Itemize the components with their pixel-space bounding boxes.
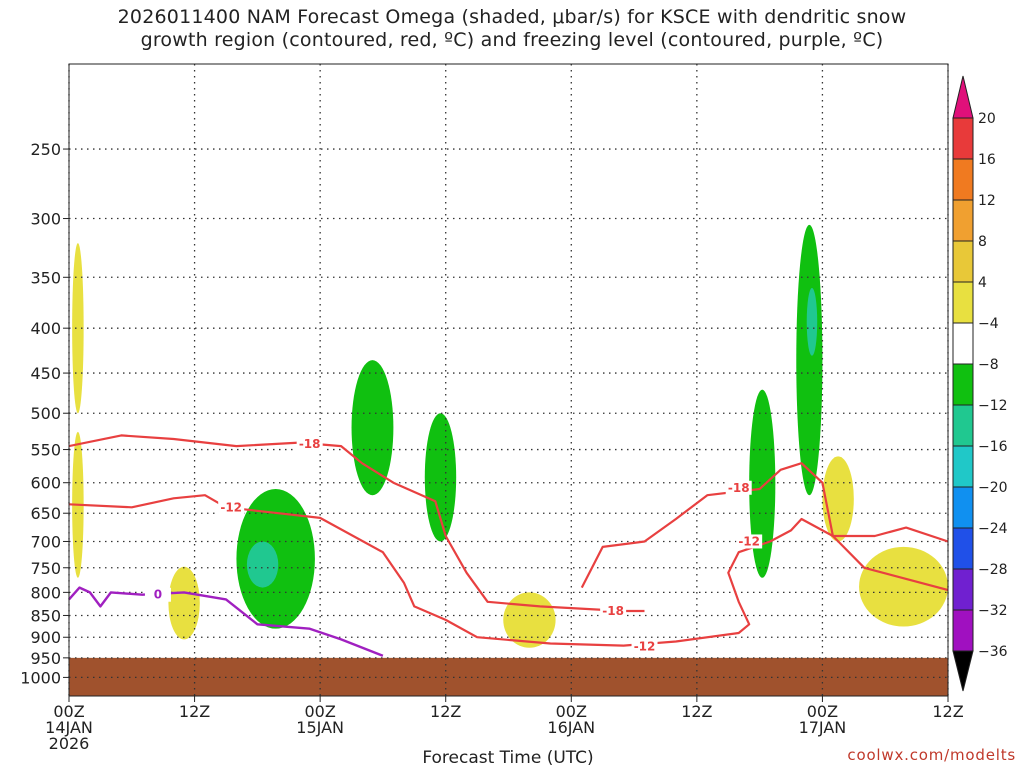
colorbar-label-4: 4 — [978, 275, 987, 291]
colorbar-top-arrow — [952, 75, 974, 119]
colorbar-bin-6 — [952, 363, 974, 406]
omega-region-6 — [351, 360, 394, 496]
contour-label-0: -18 — [299, 437, 321, 451]
contour-label-bg-4 — [725, 480, 752, 495]
contour-label-bg-0 — [296, 436, 323, 451]
contour-label-1: -12 — [220, 500, 242, 514]
colorbar-bin-7 — [952, 404, 974, 447]
contour-label-bg-5 — [736, 534, 763, 549]
contour-line-2 — [580, 462, 948, 592]
x-tick-label-48-1: 16JAN — [547, 718, 595, 737]
y-tick-label-1000: 1000 — [20, 668, 61, 687]
colorbar-label-2: 12 — [978, 193, 996, 209]
y-tick-label-700: 700 — [30, 532, 61, 551]
x-tick-label-0-2: 2026 — [49, 734, 90, 753]
y-tick-label-750: 750 — [30, 559, 61, 578]
contour-label-4: -18 — [728, 481, 750, 495]
contour-label-6: 0 — [154, 588, 162, 602]
colorbar-bin-5 — [952, 322, 974, 365]
y-tick-label-300: 300 — [30, 210, 61, 229]
x-tick-label-48-0: 00Z — [556, 702, 587, 721]
colorbar-bin-8 — [952, 445, 974, 488]
y-tick-label-950: 950 — [30, 649, 61, 668]
y-tick-label-450: 450 — [30, 364, 61, 383]
contours: -18 -12 -18 -12 -18 -12 0 — [69, 434, 948, 657]
omega-region-5 — [246, 541, 279, 588]
x-tick-label-72-1: 17JAN — [799, 718, 847, 737]
colorbar: 20 16 12 8 4 −4 −8 −12 −16 −20 −24 −28 −32 −36 — [952, 75, 1008, 692]
colorbar-label-5: −4 — [978, 316, 999, 332]
contour-label-bg-2 — [600, 603, 627, 618]
contour-label-bg-3 — [631, 639, 658, 654]
y-tick-label-850: 850 — [30, 606, 61, 625]
chart-title: 2026011400 NAM Forecast Omega (shaded, μ… — [0, 6, 1024, 52]
omega-region-8 — [749, 389, 776, 578]
y-axis: 250 300 350 400 450 500 550 600 650 700 750 800 850 9… — [20, 140, 69, 687]
x-tick-label-24-0: 00Z — [304, 702, 335, 721]
colorbar-bin-0 — [952, 117, 974, 160]
y-tick-label-400: 400 — [30, 319, 61, 338]
colorbar-label-0: 20 — [978, 111, 996, 127]
contour-label-2: -18 — [602, 604, 624, 618]
y-tick-label-350: 350 — [30, 268, 61, 287]
credit-text: coolwx.com/modelts — [847, 746, 1016, 764]
colorbar-bin-11 — [952, 568, 974, 611]
colorbar-label-11: −28 — [978, 562, 1008, 578]
contour-label-3: -12 — [634, 639, 656, 653]
y-tick-label-550: 550 — [30, 441, 61, 460]
x-tick-label-24-1: 15JAN — [296, 718, 344, 737]
colorbar-label-12: −32 — [978, 603, 1008, 619]
colorbar-label-8: −16 — [978, 439, 1008, 455]
colorbar-label-7: −12 — [978, 398, 1008, 414]
colorbar-label-13: −36 — [978, 644, 1008, 660]
y-tick-label-800: 800 — [30, 583, 61, 602]
omega-region-0 — [72, 243, 84, 414]
y-tick-label-900: 900 — [30, 628, 61, 647]
omega-region-9 — [796, 224, 823, 496]
omega-region-12 — [859, 546, 948, 627]
contour-label-5: -12 — [738, 534, 760, 548]
terrain — [69, 657, 948, 696]
omega-shading — [72, 224, 948, 648]
title-line-2: growth region (contoured, red, ºC) and f… — [140, 29, 884, 51]
x-tick-label-0-0: 00Z — [53, 702, 84, 721]
y-tick-label-600: 600 — [30, 474, 61, 493]
y-tick-label-650: 650 — [30, 504, 61, 523]
contour-label-bg-6 — [144, 587, 171, 602]
y-tick-label-500: 500 — [30, 404, 61, 423]
colorbar-label-3: 8 — [978, 234, 987, 250]
colorbar-label-1: 16 — [978, 152, 996, 168]
x-tick-label-36-0: 12Z — [430, 702, 461, 721]
terrain-fill — [69, 657, 948, 696]
plot-frame — [68, 63, 949, 697]
x-axis-title: Forecast Time (UTC) — [422, 748, 593, 768]
colorbar-bin-3 — [952, 240, 974, 283]
title-line-1: 2026011400 NAM Forecast Omega (shaded, μ… — [117, 6, 907, 28]
omega-region-2 — [168, 566, 200, 640]
x-tick-label-12-0: 12Z — [179, 702, 210, 721]
colorbar-bin-1 — [952, 158, 974, 201]
x-tick-label-60-0: 12Z — [681, 702, 712, 721]
contour-label-bg-1 — [218, 500, 245, 515]
x-tick-label-0-1: 14JAN — [45, 718, 93, 737]
omega-region-7 — [424, 413, 457, 542]
colorbar-bin-2 — [952, 199, 974, 242]
y-tick-label-250: 250 — [30, 140, 61, 159]
x-tick-label-84-0: 12Z — [932, 702, 963, 721]
grid — [68, 64, 949, 696]
colorbar-label-9: −20 — [978, 480, 1008, 496]
colorbar-label-6: −8 — [978, 357, 999, 373]
colorbar-bin-12 — [952, 609, 974, 652]
colorbar-bin-9 — [952, 486, 974, 529]
omega-region-11 — [822, 456, 854, 542]
contour-line-1 — [69, 434, 645, 613]
colorbar-bottom-arrow — [952, 650, 974, 692]
colorbar-bin-4 — [952, 281, 974, 324]
x-tick-label-72-0: 00Z — [807, 702, 838, 721]
colorbar-label-10: −24 — [978, 521, 1008, 537]
colorbar-bin-10 — [952, 527, 974, 570]
omega-region-10 — [806, 288, 818, 356]
